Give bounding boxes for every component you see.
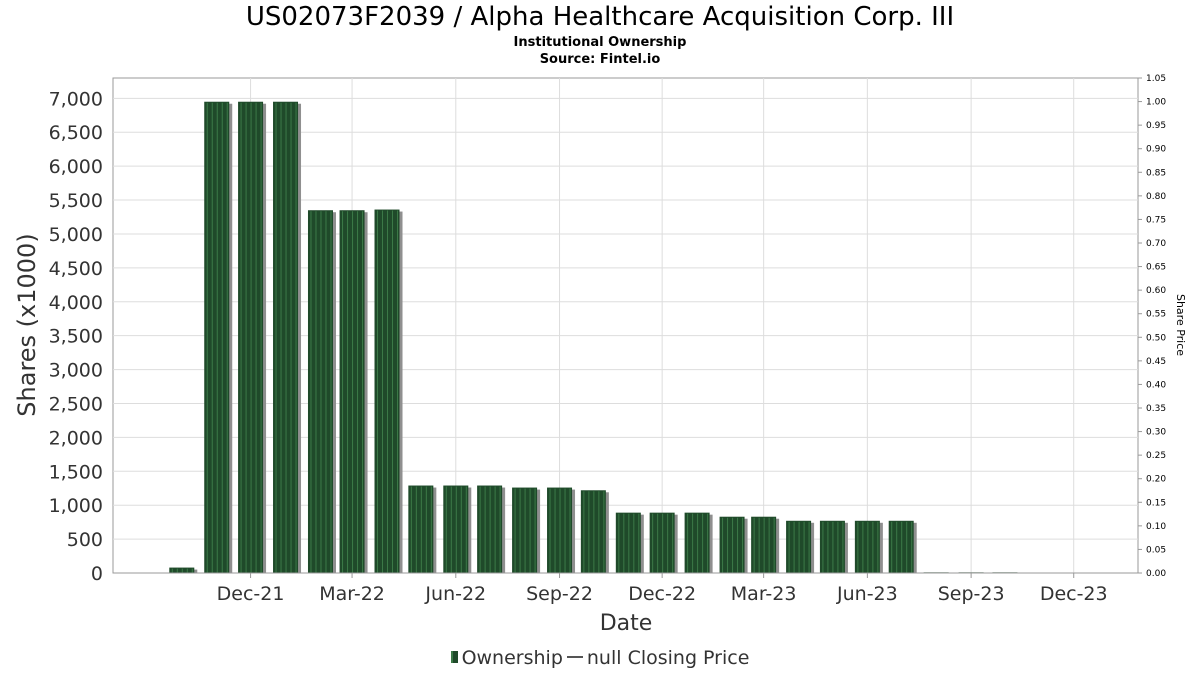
ownership-bar	[547, 487, 576, 573]
ownership-chart: 0 500 1,000 1,500 2,000 2,500 3,000 3,500 4,000 4…	[13, 74, 1187, 636]
ownership-bar	[374, 209, 403, 573]
y2-tick-label: 0.75	[1146, 215, 1166, 225]
x-tick-label: Sep-23	[938, 583, 1005, 605]
price-legend-swatch	[566, 656, 583, 658]
ownership-bar	[408, 485, 437, 573]
x-tick-label: Mar-22	[319, 583, 385, 605]
y-tick-label: 1,500	[49, 461, 103, 483]
ownership-bar	[580, 490, 609, 573]
legend-ownership-label: Ownership	[461, 647, 563, 669]
y2-tick-label: 0.90	[1146, 145, 1166, 155]
chart-subtitle: Institutional Ownership	[513, 35, 687, 50]
x-tick-label: Sep-22	[526, 583, 593, 605]
y2-tick-label: 0.60	[1146, 286, 1166, 296]
right-axis-ticks: 0.00 0.05 0.10 0.15 0.20 0.25 0.30 0.35 0.40 0.45…	[1138, 74, 1166, 579]
y-tick-label: 2,000	[49, 427, 103, 449]
y-tick-label: 500	[67, 529, 103, 551]
x-axis-ticks: Dec-21 Mar-22 Jun-22 Sep-22 Dec-22 Mar-23 Jun-…	[113, 572, 1138, 605]
x-tick-label: Mar-23	[731, 583, 797, 605]
y2-tick-label: 0.35	[1146, 404, 1166, 414]
y-tick-label: 0	[91, 563, 103, 585]
ownership-bar	[649, 512, 678, 573]
legend-price-label: null Closing Price	[586, 647, 750, 669]
y2-tick-label: 0.80	[1146, 192, 1166, 202]
y2-tick-label: 0.40	[1146, 380, 1166, 390]
ownership-bar	[512, 487, 541, 573]
ownership-bar	[204, 101, 233, 573]
ownership-bar	[786, 520, 815, 573]
ownership-bar	[751, 516, 780, 573]
y-tick-label: 6,500	[49, 122, 103, 144]
left-axis-ticks: 0 500 1,000 1,500 2,000 2,500 3,000 3,500 4,000 4…	[49, 88, 103, 585]
y-tick-label: 7,000	[49, 88, 103, 110]
y2-tick-label: 0.10	[1146, 522, 1166, 532]
y2-tick-label: 0.95	[1146, 121, 1166, 131]
y2-tick-label: 0.65	[1146, 263, 1166, 273]
ownership-bar	[819, 520, 848, 573]
chart-source: Source: Fintel.io	[539, 52, 661, 67]
y2-tick-label: 0.50	[1146, 333, 1166, 343]
y2-tick-label: 0.45	[1146, 357, 1166, 367]
y2-tick-label: 0.15	[1146, 498, 1166, 508]
y-tick-label: 6,000	[49, 156, 103, 178]
ownership-bar	[307, 210, 336, 574]
x-tick-label: Jun-23	[836, 583, 898, 605]
y-tick-label: 5,000	[49, 224, 103, 246]
ownership-legend-swatch	[450, 651, 458, 663]
y2-tick-label: 0.25	[1146, 451, 1166, 461]
chart-title: US02073F2039 / Alpha Healthcare Acquisit…	[245, 2, 955, 32]
ownership-bar	[169, 567, 198, 573]
x-tick-label: Dec-23	[1040, 583, 1108, 605]
ownership-bar	[238, 101, 267, 573]
ownership-bar	[888, 520, 917, 573]
legend: Ownership null Closing Price	[0, 647, 1200, 669]
y2-tick-label: 0.30	[1146, 428, 1166, 438]
y2-tick-label: 0.20	[1146, 475, 1166, 485]
y-tick-label: 4,500	[49, 258, 103, 280]
y-tick-label: 1,000	[49, 495, 103, 517]
ownership-bar	[477, 485, 506, 573]
y2-tick-label: 0.00	[1146, 569, 1166, 579]
ownership-bars	[169, 101, 1018, 574]
ownership-bar	[339, 210, 368, 574]
ownership-bar	[615, 512, 644, 573]
y2-tick-label: 0.05	[1146, 545, 1166, 555]
plot-area	[112, 77, 1139, 574]
x-tick-label: Dec-21	[217, 583, 285, 605]
ownership-bar	[443, 485, 472, 573]
y2-tick-label: 0.85	[1146, 168, 1166, 178]
x-tick-label: Dec-22	[628, 583, 696, 605]
y-axis-label: Shares (x1000)	[13, 233, 41, 416]
ownership-bar	[684, 512, 713, 573]
x-tick-label: Jun-22	[424, 583, 486, 605]
y-tick-label: 5,500	[49, 190, 103, 212]
y2-tick-label: 0.55	[1146, 310, 1166, 320]
y-tick-label: 3,500	[49, 326, 103, 348]
ownership-bar	[719, 516, 748, 573]
y-tick-label: 2,500	[49, 393, 103, 415]
x-axis-label: Date	[600, 611, 653, 636]
y2-tick-label: 1.00	[1146, 98, 1166, 108]
ownership-bar	[273, 101, 302, 573]
ownership-bar	[854, 520, 883, 573]
y-tick-label: 4,000	[49, 292, 103, 314]
y2-axis-label: Share Price	[1174, 294, 1187, 356]
y2-tick-label: 0.70	[1146, 239, 1166, 249]
y-tick-label: 3,000	[49, 360, 103, 382]
y2-tick-label: 1.05	[1146, 74, 1166, 84]
